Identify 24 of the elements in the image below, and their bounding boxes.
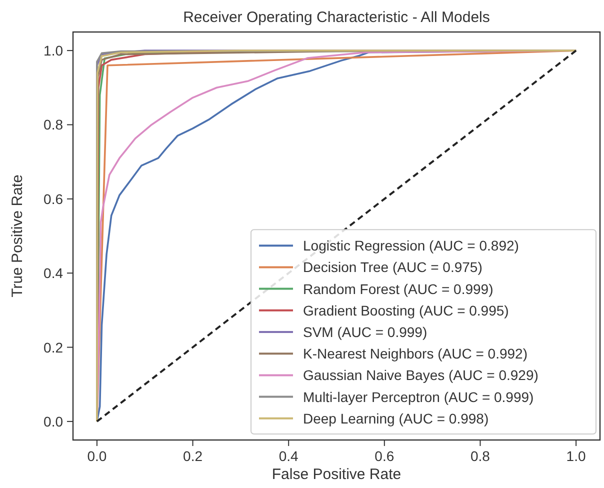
y-tick-label: 0.8 [44,116,64,133]
x-tick-label: 0.2 [183,448,203,464]
x-tick-label: 0.6 [374,448,394,464]
x-tick-label: 1.0 [566,448,586,464]
y-axis-title: True Positive Rate [9,174,26,298]
legend-label: Random Forest (AUC = 0.999) [303,280,494,297]
y-tick-label: 0.2 [44,339,64,356]
legend-label: Decision Tree (AUC = 0.975) [303,259,482,276]
legend-label: K-Nearest Neighbors (AUC = 0.992) [303,346,528,362]
legend-label: Logistic Regression (AUC = 0.892) [303,238,519,254]
y-tick-label: 0.6 [44,190,64,207]
x-tick-label: 0.8 [470,448,490,464]
x-axis-title: False Positive Rate [272,466,402,483]
legend-label: Gradient Boosting (AUC = 0.995) [303,302,509,318]
y-tick-label: 1.0 [44,42,64,59]
legend-label: Multi-layer Perceptron (AUC = 0.999) [303,388,534,405]
y-tick-label: 0.4 [44,265,64,282]
legend-label: Gaussian Naive Bayes (AUC = 0.929) [303,367,538,384]
y-tick-label: 0.0 [44,413,64,430]
x-tick-label: 0.0 [87,448,107,464]
legend-label: Deep Learning (AUC = 0.998) [303,410,489,426]
legend-label: SVM (AUC = 0.999) [303,324,428,340]
x-tick-label: 0.4 [278,448,299,464]
chart-title: Receiver Operating Characteristic - All Models [183,9,490,26]
